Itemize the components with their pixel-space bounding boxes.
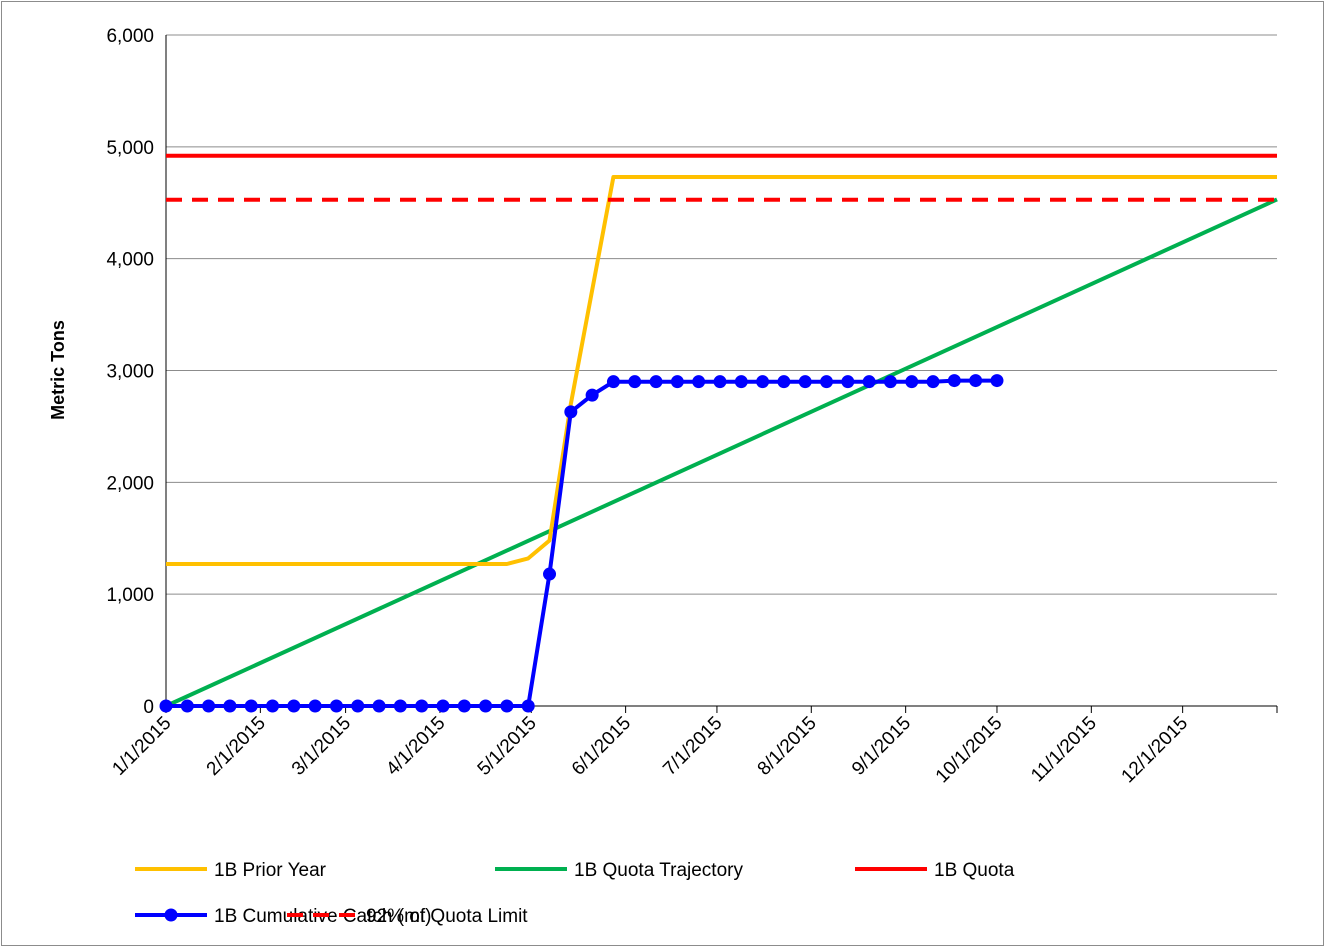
data-point — [223, 699, 237, 713]
data-point — [287, 699, 301, 713]
data-point — [372, 699, 386, 713]
data-point — [457, 699, 471, 713]
data-point — [180, 699, 194, 713]
data-point — [351, 699, 365, 713]
x-tick-label: 6/1/2015 — [568, 713, 635, 780]
data-point — [308, 699, 322, 713]
data-point — [393, 699, 407, 713]
y-tick-label: 1,000 — [106, 585, 154, 606]
data-point — [990, 374, 1004, 388]
y-tick-label: 3,000 — [106, 362, 154, 383]
data-point — [564, 405, 578, 419]
series-line-1b-quota-trajectory — [165, 197, 1278, 708]
legend-item: 92% of Quota Limit — [287, 906, 528, 927]
legend-label: 92% of Quota Limit — [366, 906, 528, 927]
data-point — [415, 699, 429, 713]
data-point — [798, 375, 812, 389]
x-tick-label: 10/1/2015 — [932, 713, 1007, 788]
y-tick-label: 0 — [143, 697, 154, 718]
y-tick-label: 6,000 — [106, 26, 154, 47]
data-point — [862, 375, 876, 389]
data-point — [756, 375, 770, 389]
legend-label: 1B Prior Year — [214, 860, 327, 881]
legend-label: 1B Quota — [934, 860, 1015, 881]
x-tick-label: 7/1/2015 — [659, 713, 726, 780]
legend-item: 1B Quota Trajectory — [495, 860, 743, 881]
x-tick-label: 9/1/2015 — [848, 713, 915, 780]
data-point — [734, 375, 748, 389]
data-point — [329, 699, 343, 713]
series-line-1b-prior-year — [166, 175, 1277, 566]
data-point — [777, 375, 791, 389]
data-point — [905, 375, 919, 389]
x-tick-label: 4/1/2015 — [382, 713, 449, 780]
legend-marker — [164, 908, 178, 922]
x-tick-label: 3/1/2015 — [288, 713, 355, 780]
data-point — [543, 567, 557, 581]
data-point — [713, 375, 727, 389]
legend: 1B Prior Year 1B Quota Trajectory 1B Quota… — [135, 860, 1015, 927]
data-point — [585, 388, 599, 402]
series-line-1b-cumulative-catch-mt — [166, 378, 997, 708]
data-point — [692, 375, 706, 389]
x-tick-label: 1/1/2015 — [108, 713, 175, 780]
x-tick-label: 12/1/2015 — [1118, 713, 1193, 788]
legend-item: 1B Prior Year — [135, 860, 327, 881]
x-tick-label: 11/1/2015 — [1027, 713, 1101, 787]
data-point — [670, 375, 684, 389]
y-axis-title: Metric Tons — [48, 320, 68, 420]
data-point — [159, 699, 173, 713]
data-point — [266, 699, 280, 713]
gridlines — [166, 34, 1277, 595]
data-point — [926, 375, 940, 389]
data-point — [883, 375, 897, 389]
tick-labels: 0 1,000 2,000 3,000 4,000 5,000 6,000 1/1/2015 2… — [106, 26, 1192, 787]
data-point — [500, 699, 514, 713]
data-point — [628, 375, 642, 389]
legend-label: 1B Quota Trajectory — [574, 860, 743, 881]
data-point — [244, 699, 258, 713]
axes — [165, 35, 1278, 713]
data-point — [969, 374, 983, 388]
series-lines — [159, 153, 1278, 713]
y-tick-label: 4,000 — [106, 250, 154, 271]
data-point — [606, 375, 620, 389]
y-tick-label: 5,000 — [106, 138, 154, 159]
data-point — [202, 699, 216, 713]
data-point — [841, 375, 855, 389]
data-point — [521, 699, 535, 713]
y-tick-label: 2,000 — [106, 473, 154, 494]
data-point — [479, 699, 493, 713]
data-point — [820, 375, 834, 389]
data-point — [947, 374, 961, 388]
data-point — [436, 699, 450, 713]
legend-item: 1B Quota — [855, 860, 1015, 881]
data-point — [649, 375, 663, 389]
x-tick-label: 8/1/2015 — [754, 713, 821, 780]
x-tick-label: 5/1/2015 — [474, 713, 541, 780]
x-tick-label: 2/1/2015 — [203, 713, 270, 780]
